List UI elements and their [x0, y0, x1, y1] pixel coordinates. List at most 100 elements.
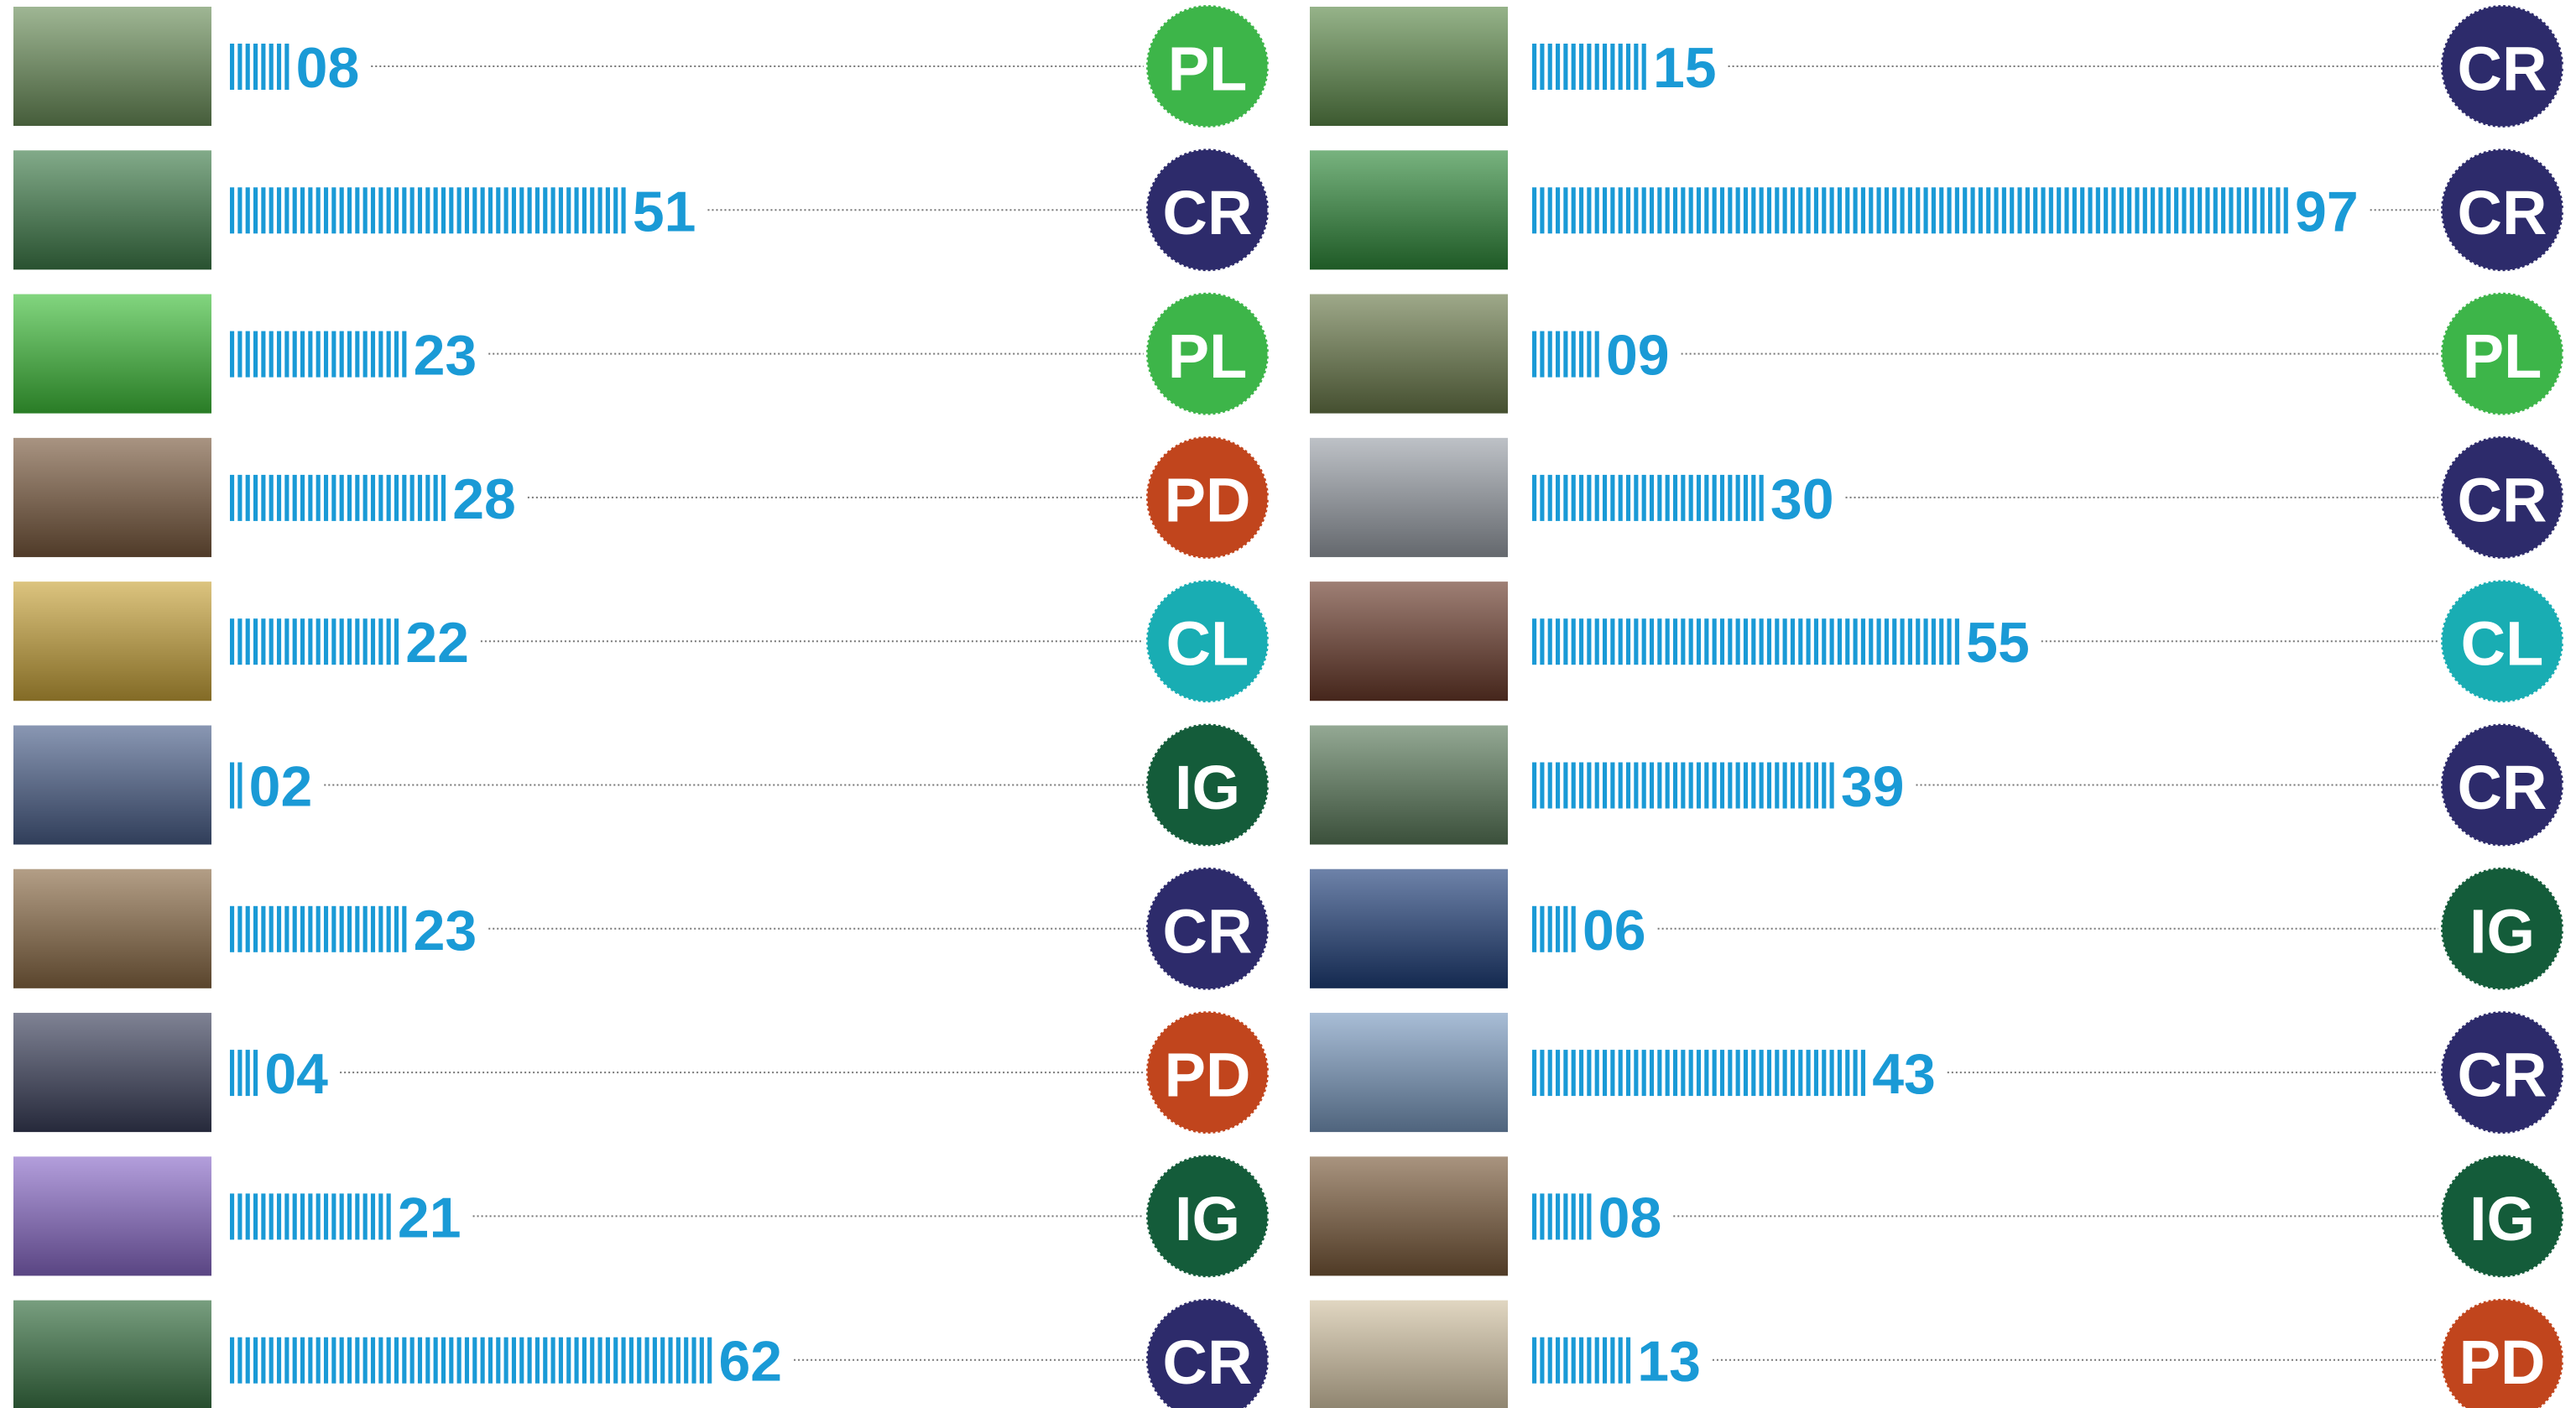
tally: [269, 618, 274, 665]
photo-shade: [13, 7, 211, 126]
tally: [613, 1338, 618, 1384]
tally: [559, 187, 563, 233]
tally: [441, 475, 446, 521]
photo-shade: [1310, 869, 1508, 988]
tally: [1540, 331, 1544, 378]
tally: [1595, 618, 1599, 665]
tally: [1572, 1338, 1576, 1384]
tally: [371, 187, 375, 233]
badge-code: IG: [1175, 1184, 1240, 1254]
tally: [308, 331, 312, 378]
tally: [230, 1050, 234, 1096]
tally: [1540, 906, 1544, 952]
tally: [324, 618, 328, 665]
tally: [340, 906, 344, 952]
tally: [1563, 906, 1567, 952]
tally: [2135, 187, 2139, 233]
tally: [1713, 618, 1717, 665]
tally: [2033, 187, 2037, 233]
tally: [1979, 187, 1983, 233]
tally: [1720, 1050, 1724, 1096]
tally: [363, 475, 368, 521]
tally: [1540, 618, 1544, 665]
tally: [347, 475, 352, 521]
tally: [284, 618, 289, 665]
tally: [293, 618, 297, 665]
tally: [1603, 763, 1607, 809]
tally: [528, 1338, 532, 1384]
tally: [277, 187, 281, 233]
tally: [1540, 1050, 1544, 1096]
tally: [1548, 475, 1552, 521]
tally: [293, 331, 297, 378]
tally: [1775, 1050, 1779, 1096]
tally: [402, 475, 406, 521]
tally: [613, 187, 618, 233]
tally: [230, 475, 234, 521]
tally: [1744, 763, 1748, 809]
badge-code: CR: [2458, 178, 2547, 248]
tally: [1634, 618, 1638, 665]
tally: [582, 1338, 587, 1384]
infographic: 08PL51CR23PL28PD22CL02IG23CR04PD21IG62CR…: [0, 0, 2576, 1408]
tally: [1650, 1050, 1654, 1096]
tally: [1885, 187, 1889, 233]
tally: [1986, 187, 1990, 233]
tally: [1744, 618, 1748, 665]
tally: [340, 1193, 344, 1239]
tally: [402, 1338, 406, 1384]
photo-shade: [1310, 438, 1508, 557]
tally: [1807, 618, 1811, 665]
value-label: 39: [1841, 755, 1905, 819]
tally: [284, 906, 289, 952]
tally: [331, 331, 336, 378]
tally: [488, 187, 493, 233]
tally: [644, 1338, 649, 1384]
tally: [1556, 187, 1560, 233]
tally: [269, 1193, 274, 1239]
tally: [1595, 475, 1599, 521]
tally: [1947, 618, 1951, 665]
tally: [2158, 187, 2162, 233]
tally: [2284, 187, 2288, 233]
tally: [1955, 618, 1959, 665]
tally: [1626, 1050, 1630, 1096]
tally: [1791, 618, 1795, 665]
tally: [1947, 187, 1951, 233]
tally: [1767, 618, 1771, 665]
tally: [1579, 44, 1583, 90]
tally: [261, 1338, 265, 1384]
value-label: 04: [264, 1042, 328, 1106]
tally: [1650, 475, 1654, 521]
photo: [13, 295, 211, 414]
tally: [1908, 187, 1912, 233]
tally: [551, 187, 555, 233]
tally: [363, 618, 368, 665]
tally: [340, 187, 344, 233]
value-label: 08: [1598, 1186, 1662, 1249]
tally: [1697, 187, 1701, 233]
value-label: 43: [1872, 1042, 1936, 1106]
tally: [378, 187, 383, 233]
tally: [1713, 475, 1717, 521]
tally: [402, 906, 406, 952]
tally-bar: [1532, 331, 1599, 378]
tally: [324, 1193, 328, 1239]
tally: [691, 1338, 696, 1384]
tally: [2229, 187, 2233, 233]
tally: [1619, 187, 1623, 233]
tally: [1838, 1050, 1842, 1096]
tally: [1563, 763, 1567, 809]
tally-bar: [230, 1193, 391, 1239]
tally: [1689, 1050, 1693, 1096]
tally: [371, 618, 375, 665]
badge-code: CL: [2461, 609, 2544, 679]
photo-shade: [1310, 581, 1508, 701]
tally: [1681, 187, 1685, 233]
tally: [519, 1338, 524, 1384]
tally: [237, 475, 242, 521]
tally: [1619, 1338, 1623, 1384]
tally: [1595, 331, 1599, 378]
tally-bar: [1532, 906, 1576, 952]
tally: [1791, 763, 1795, 809]
